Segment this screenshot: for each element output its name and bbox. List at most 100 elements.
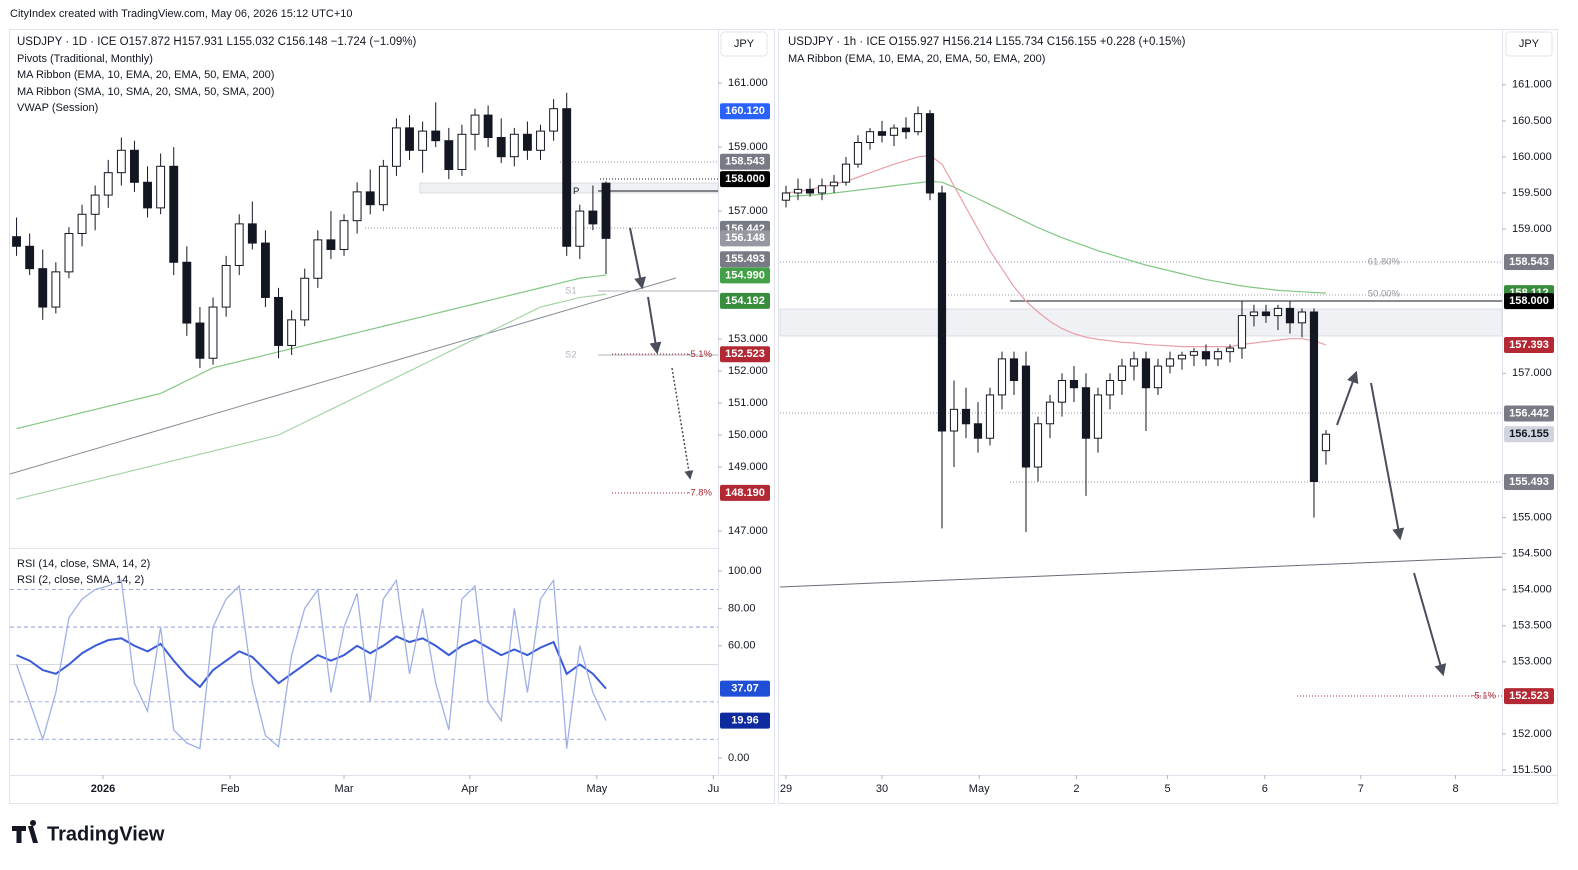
candle-body xyxy=(405,127,414,151)
currency-box[interactable] xyxy=(720,31,768,57)
price-tag xyxy=(1504,405,1554,422)
annotation: P xyxy=(573,186,579,197)
logo-mark xyxy=(12,820,38,843)
x-tick-label: May xyxy=(586,783,607,795)
candle-body xyxy=(1165,358,1175,367)
candle-body xyxy=(997,358,1007,396)
indicator: MA Ribbon (EMA, 10, EMA, 20, EMA, 50, EM… xyxy=(788,53,1045,65)
candle-body xyxy=(339,220,349,250)
price-tag-label: 156.155 xyxy=(1509,428,1549,440)
rsi-line xyxy=(15,578,607,750)
price-tag-label: 152.523 xyxy=(1509,690,1549,702)
candle-body xyxy=(483,114,493,138)
candle-body xyxy=(1057,380,1067,403)
candle-body xyxy=(793,188,803,194)
credit: CityIndex created with TradingView.com, … xyxy=(10,8,353,20)
price-tag xyxy=(720,251,770,268)
currency-box[interactable] xyxy=(1505,31,1553,57)
y-tick-label: 80.00 xyxy=(728,602,756,614)
candle-body xyxy=(326,239,336,250)
price-tag xyxy=(720,680,770,697)
y-tick-label: 150.000 xyxy=(728,429,768,441)
candle-body xyxy=(1045,401,1055,425)
arrow xyxy=(1413,572,1447,677)
y-tick-label: 152.000 xyxy=(1512,728,1552,740)
candle-body xyxy=(925,113,935,194)
price-tag-label: 157.393 xyxy=(1509,339,1549,351)
price-tag-label: 155.493 xyxy=(725,253,765,265)
y-tick-label: 155.000 xyxy=(1512,511,1552,523)
y-tick-label: 60.00 xyxy=(728,640,756,652)
candle-body xyxy=(509,133,519,158)
candle-body xyxy=(1033,423,1043,468)
moving-average xyxy=(16,293,607,500)
price-tag xyxy=(1504,688,1554,705)
candle-body xyxy=(1285,307,1295,324)
candle-body xyxy=(1081,387,1091,439)
candle-body xyxy=(1249,311,1259,317)
price-tag xyxy=(720,230,770,247)
price-tag xyxy=(1504,293,1554,310)
candle-body xyxy=(536,130,545,151)
candle-body xyxy=(1153,365,1163,389)
price-tag-label: 158.000 xyxy=(725,173,765,185)
price-tag-label: 152.523 xyxy=(725,348,765,360)
annotation: S1 xyxy=(565,286,577,297)
candle-body xyxy=(247,223,257,244)
annotation: S2 xyxy=(565,350,577,361)
candle-body xyxy=(1225,347,1235,353)
price-tag xyxy=(1504,473,1554,490)
y-tick-label: 159.500 xyxy=(1512,187,1552,199)
candle-body xyxy=(1009,358,1019,382)
candle-body xyxy=(1273,307,1283,317)
x-tick-label: Feb xyxy=(221,783,240,795)
y-tick-label: 0.00 xyxy=(728,752,749,764)
candle-body xyxy=(431,130,441,142)
y-tick-label: 160.000 xyxy=(1512,151,1552,163)
legend-entry: RSI (14, close, SMA, 14, 2) xyxy=(17,558,150,570)
candle-body xyxy=(261,242,270,298)
zone xyxy=(779,308,1503,337)
price-tag-label: 154.990 xyxy=(725,269,765,281)
arrow xyxy=(647,296,662,355)
x-tick-label: 2 xyxy=(1073,783,1079,795)
candle-body xyxy=(300,277,310,321)
annotation: -5.1% xyxy=(687,349,712,360)
candle-body xyxy=(1177,354,1187,360)
moving-average xyxy=(785,154,1327,348)
candle-body xyxy=(901,127,911,133)
y-tick-label: 151.000 xyxy=(728,397,768,409)
candle-body xyxy=(169,165,179,263)
candle-body xyxy=(51,271,61,308)
price-tag-label: 37.07 xyxy=(731,683,759,695)
indicator: VWAP (Session) xyxy=(17,102,98,114)
candle-body xyxy=(1237,315,1247,349)
candle-body xyxy=(143,181,152,209)
indicator: MA Ribbon (SMA, 10, SMA, 20, SMA, 50, SM… xyxy=(17,86,274,98)
x-tick-label: 6 xyxy=(1262,783,1268,795)
candle-body xyxy=(937,192,947,432)
x-tick-label: 30 xyxy=(876,783,888,795)
candle-body xyxy=(562,108,572,247)
arrow xyxy=(1336,370,1359,426)
candle-body xyxy=(313,239,323,279)
y-tick-label: 161.000 xyxy=(1512,79,1552,91)
price-tag xyxy=(720,712,770,729)
y-tick-label: 153.000 xyxy=(1512,656,1552,668)
candle-body xyxy=(156,165,166,209)
x-tick-label: May xyxy=(969,783,990,795)
y-tick-label: 157.000 xyxy=(728,205,768,217)
price-tag xyxy=(1504,254,1554,271)
candle-body xyxy=(208,306,218,359)
candle-body xyxy=(817,185,827,194)
left-frame xyxy=(9,29,775,804)
candle-body xyxy=(1105,380,1115,396)
price-tag xyxy=(720,292,770,309)
y-tick-label: 152.000 xyxy=(728,365,768,377)
indicator: MA Ribbon (EMA, 10, EMA, 20, EMA, 50, EM… xyxy=(17,69,274,81)
price-tag xyxy=(720,153,770,170)
candle-body xyxy=(805,188,815,194)
candle-body xyxy=(853,142,863,165)
